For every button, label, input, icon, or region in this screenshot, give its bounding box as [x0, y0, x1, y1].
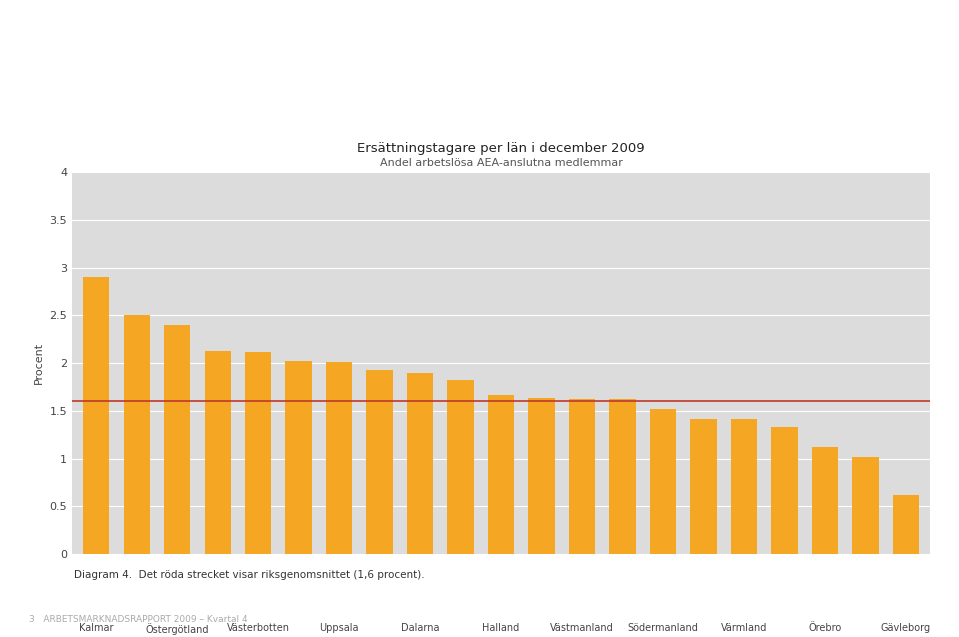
Text: Uppsala: Uppsala [319, 623, 359, 633]
Bar [124, 315, 150, 554]
Bar [609, 399, 636, 554]
Bar [488, 394, 514, 554]
Bar [812, 447, 838, 554]
Bar [731, 419, 758, 554]
Text: Halland: Halland [482, 623, 520, 633]
Bar [204, 350, 231, 554]
Text: Västerbotten: Västerbotten [226, 623, 290, 633]
Bar [83, 277, 109, 554]
Bar [407, 373, 433, 554]
Text: Södermanland: Södermanland [627, 623, 698, 633]
Text: Kalmar: Kalmar [79, 623, 113, 633]
Bar [326, 362, 352, 554]
Text: Andel arbetslösa AEA-anslutna medlemmar: Andel arbetslösa AEA-anslutna medlemmar [380, 158, 622, 168]
Text: Län: Län [17, 16, 53, 34]
Bar [569, 399, 596, 554]
Text: Dalarna: Dalarna [401, 623, 439, 633]
Bar [690, 419, 716, 554]
Text: 3   ARBETSMARKNADSRAPPORT 2009 – Kvartal 4: 3 ARBETSMARKNADSRAPPORT 2009 – Kvartal 4 [29, 615, 247, 624]
Text: Gävleborg: Gävleborg [881, 623, 931, 633]
Text: Ersättningstagare per län i december 2009: Ersättningstagare per län i december 200… [358, 142, 644, 155]
Bar [245, 352, 271, 554]
Bar [366, 369, 393, 554]
Text: Diagram 4.  Det röda strecket visar riksgenomsnittet (1,6 procent).: Diagram 4. Det röda strecket visar riksg… [74, 570, 425, 580]
Bar [448, 380, 474, 554]
Bar [893, 495, 919, 554]
Text: Östergötland: Östergötland [146, 623, 209, 635]
Y-axis label: Procent: Procent [34, 342, 44, 384]
Text: Örebro: Örebro [808, 623, 842, 633]
Text: Kvartal 4 2009: Kvartal 4 2009 [798, 16, 942, 34]
Bar [650, 409, 676, 554]
Bar [853, 457, 878, 554]
Text: Värmland: Värmland [721, 623, 767, 633]
Bar [771, 427, 798, 554]
Bar [164, 325, 190, 554]
Text: Västmanland: Västmanland [550, 623, 614, 633]
Bar [528, 399, 554, 554]
Bar [286, 361, 312, 554]
